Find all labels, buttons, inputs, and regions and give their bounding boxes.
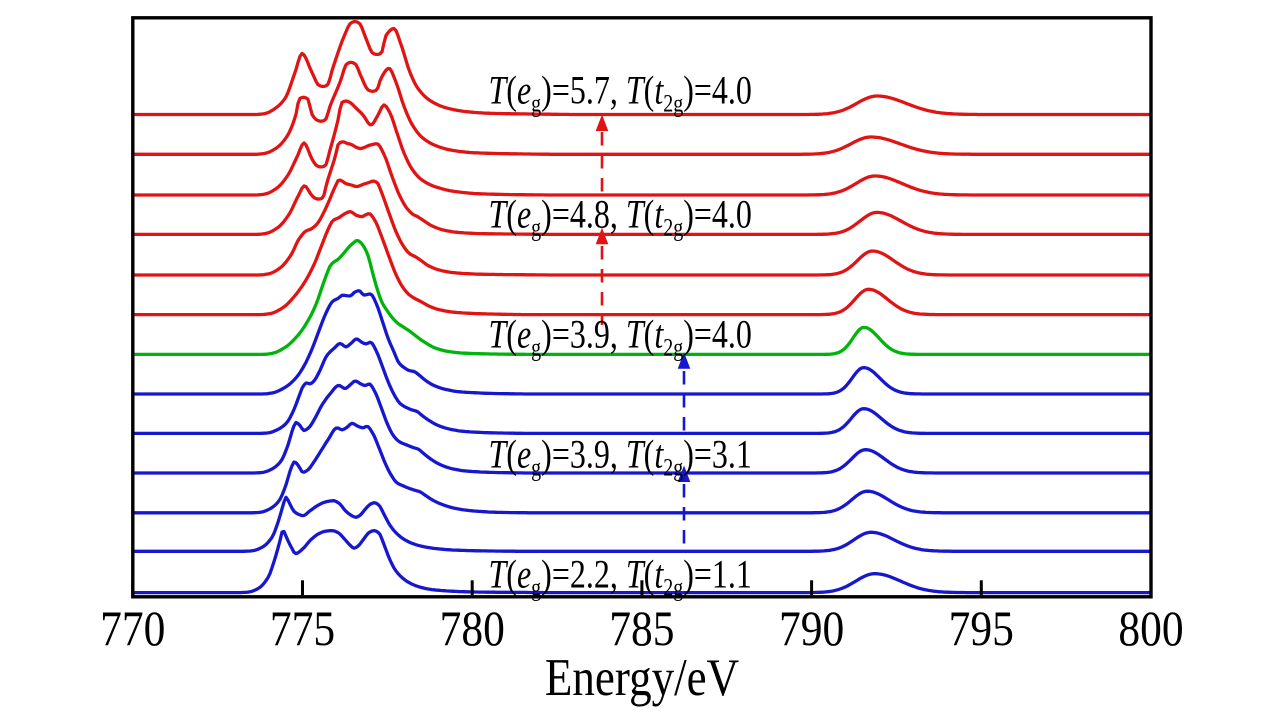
svg-text:T(eg)=3.9, T(t2g)=3.1: T(eg)=3.9, T(t2g)=3.1 — [489, 432, 752, 481]
svg-text:775: 775 — [270, 601, 335, 656]
svg-text:795: 795 — [949, 601, 1014, 656]
svg-text:Energy/eV: Energy/eV — [545, 648, 739, 707]
svg-text:780: 780 — [440, 601, 505, 656]
svg-text:800: 800 — [1118, 601, 1183, 656]
svg-text:785: 785 — [609, 601, 674, 656]
svg-text:770: 770 — [100, 601, 165, 656]
svg-text:T(eg)=5.7, T(t2g)=4.0: T(eg)=5.7, T(t2g)=4.0 — [489, 68, 752, 117]
svg-text:T(eg)=3.9, T(t2g)=4.0: T(eg)=3.9, T(t2g)=4.0 — [489, 312, 752, 361]
svg-text:790: 790 — [779, 601, 844, 656]
svg-text:T(eg)=2.2, T(t2g)=1.1: T(eg)=2.2, T(t2g)=1.1 — [489, 552, 752, 601]
svg-text:T(eg)=4.8, T(t2g)=4.0: T(eg)=4.8, T(t2g)=4.0 — [489, 192, 752, 241]
